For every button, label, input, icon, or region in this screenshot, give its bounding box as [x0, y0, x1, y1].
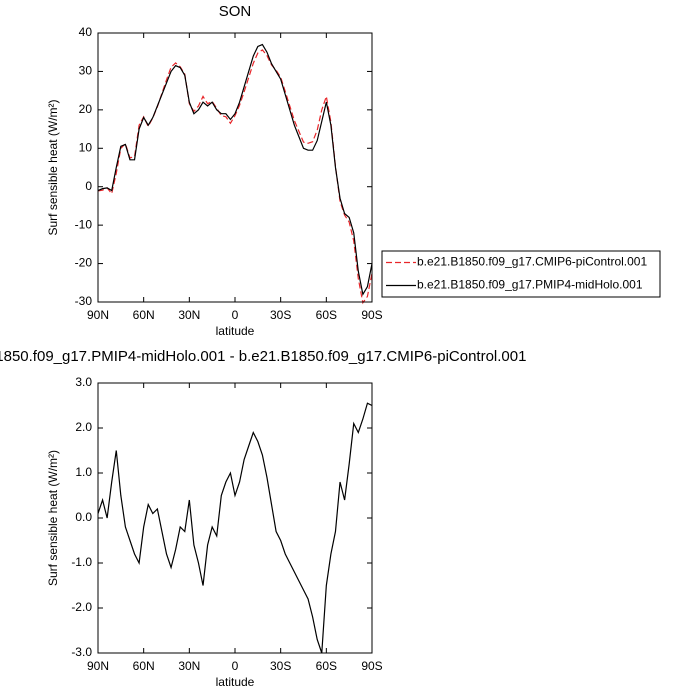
y-tick-label: 1.0	[75, 465, 92, 479]
x-tick-label: 0	[232, 308, 239, 322]
x-tick-label: 90N	[87, 308, 109, 322]
x-tick-label: 60S	[316, 308, 337, 322]
y-tick-label: 30	[79, 64, 93, 78]
y-axis-label: Surf sensible heat (W/m²)	[46, 99, 60, 235]
line-series	[97, 49, 373, 305]
legend-label: b.e21.B1850.f09_g17.CMIP6-piControl.001	[417, 255, 647, 269]
line-series	[97, 402, 373, 654]
x-tick-label: 60N	[133, 308, 155, 322]
x-tick-label: 30S	[270, 659, 291, 673]
y-tick-label: -30	[75, 294, 93, 308]
y-tick-label: 0.0	[75, 510, 92, 524]
y-tick-label: 2.0	[75, 420, 92, 434]
y-tick-label: -3.0	[71, 645, 92, 659]
y-tick-label: 3.0	[75, 375, 92, 389]
y-tick-label: -1.0	[71, 555, 92, 569]
x-tick-label: 30N	[178, 659, 200, 673]
y-tick-label: 40	[79, 25, 93, 39]
x-tick-label: 90N	[87, 659, 109, 673]
legend-box	[381, 250, 661, 298]
plot-frame	[97, 382, 373, 654]
y-tick-label: 20	[79, 102, 93, 116]
line-series	[97, 43, 373, 296]
x-tick-label: 60N	[133, 659, 155, 673]
y-axis-label: Surf sensible heat (W/m²)	[46, 450, 60, 586]
x-tick-label: 90S	[361, 308, 382, 322]
plot-frame	[97, 32, 373, 303]
y-tick-label: -2.0	[71, 600, 92, 614]
x-axis-label: latitude	[216, 675, 255, 689]
y-tick-label: 10	[79, 140, 93, 154]
x-tick-label: 60S	[316, 659, 337, 673]
legend-label: b.e21.B1850.f09_g17.PMIP4-midHolo.001	[417, 278, 643, 292]
x-tick-label: 0	[232, 659, 239, 673]
x-tick-label: 30N	[178, 308, 200, 322]
y-tick-label: -20	[75, 256, 93, 270]
y-tick-label: -10	[75, 217, 93, 231]
x-tick-label: 30S	[270, 308, 291, 322]
x-tick-label: 90S	[361, 659, 382, 673]
x-axis-label: latitude	[216, 324, 255, 338]
y-tick-label: 0	[85, 179, 92, 193]
chart-title: b.e21.B1850.f09_g17.PMIP4-midHolo.001 - …	[0, 348, 526, 365]
chart-title: SON	[219, 3, 252, 20]
